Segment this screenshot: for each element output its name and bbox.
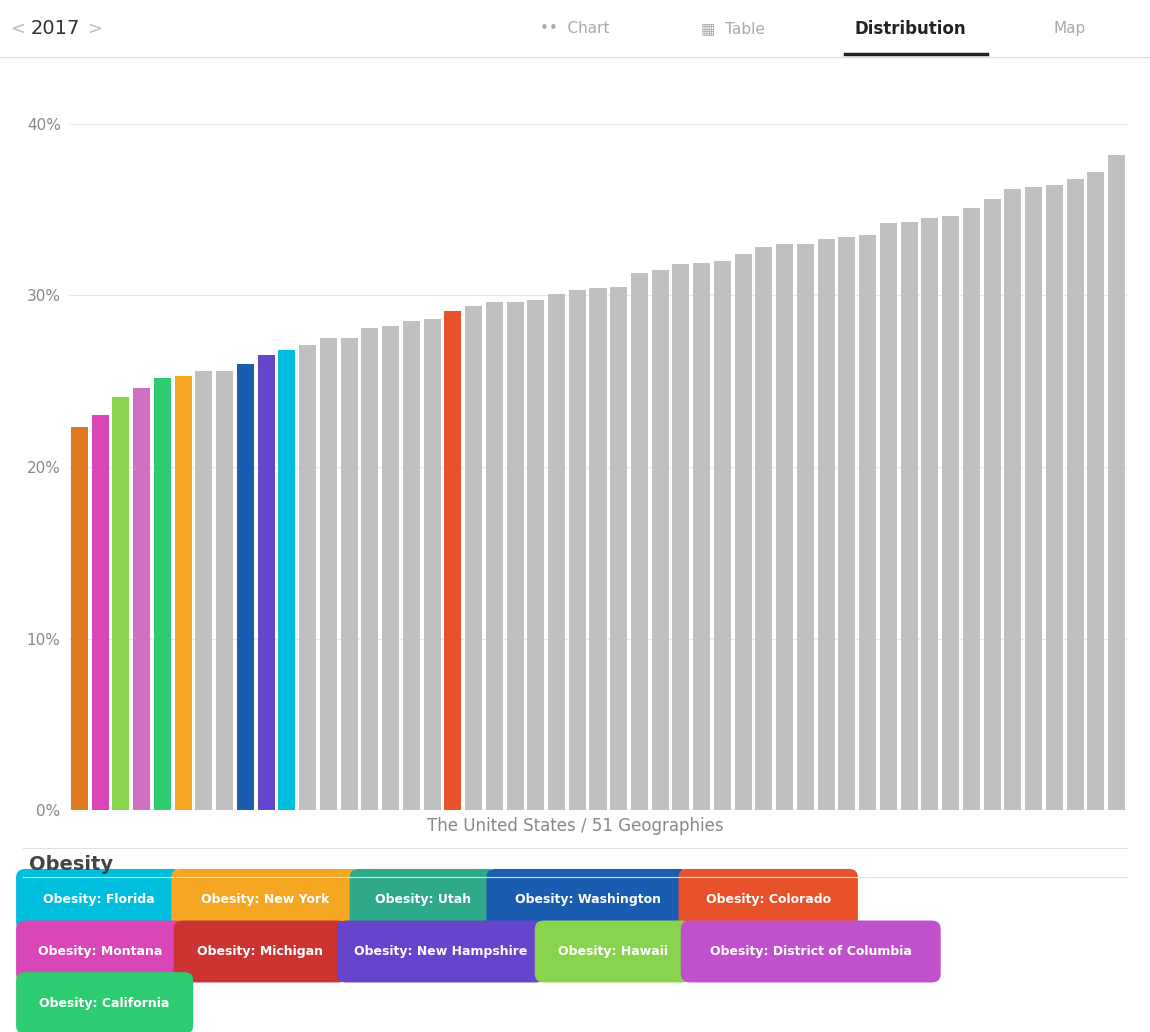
Text: Obesity: New York: Obesity: New York	[201, 894, 330, 906]
Bar	[652, 269, 669, 810]
Bar	[735, 254, 752, 810]
Text: Obesity: Hawaii: Obesity: Hawaii	[558, 945, 668, 958]
Bar	[444, 311, 461, 810]
Text: ▦  Table: ▦ Table	[700, 22, 765, 36]
Text: Obesity: Michigan: Obesity: Michigan	[198, 945, 323, 958]
Text: >: >	[86, 20, 102, 38]
Bar	[485, 302, 503, 810]
Bar	[673, 264, 690, 810]
Bar	[423, 319, 440, 810]
Bar	[569, 290, 585, 810]
Text: Obesity: Florida: Obesity: Florida	[43, 894, 155, 906]
Bar	[900, 222, 918, 810]
Text: Obesity: Colorado: Obesity: Colorado	[706, 894, 830, 906]
Bar	[611, 287, 627, 810]
Bar	[382, 326, 399, 810]
Bar	[921, 218, 938, 810]
Text: Obesity: Obesity	[29, 856, 113, 874]
Bar	[113, 396, 129, 810]
Bar	[527, 300, 544, 810]
Bar	[402, 321, 420, 810]
Bar	[320, 338, 337, 810]
Bar	[237, 364, 254, 810]
Bar	[1109, 155, 1125, 810]
Text: Obesity: Washington: Obesity: Washington	[515, 894, 660, 906]
Bar	[71, 427, 87, 810]
Bar	[361, 328, 378, 810]
Text: <: <	[9, 20, 25, 38]
Bar	[1045, 186, 1063, 810]
Bar	[278, 350, 296, 810]
Text: The United States / 51 Geographies: The United States / 51 Geographies	[427, 816, 723, 835]
Bar	[506, 302, 523, 810]
Bar	[154, 378, 171, 810]
Bar	[963, 207, 980, 810]
Bar	[756, 248, 773, 810]
Text: ••  Chart: •• Chart	[540, 22, 610, 36]
Text: Obesity: Utah: Obesity: Utah	[375, 894, 472, 906]
Bar	[942, 217, 959, 810]
Bar	[196, 370, 213, 810]
Bar	[299, 345, 316, 810]
Bar	[818, 238, 835, 810]
Bar	[258, 355, 275, 810]
Bar	[175, 376, 192, 810]
Bar	[1088, 171, 1104, 810]
Bar	[693, 263, 711, 810]
Bar	[714, 261, 731, 810]
Bar	[776, 244, 793, 810]
Bar	[880, 223, 897, 810]
Bar	[983, 199, 1000, 810]
Bar	[797, 244, 814, 810]
Bar	[549, 293, 565, 810]
Bar	[1004, 189, 1021, 810]
Text: 2017: 2017	[31, 20, 79, 38]
Bar	[859, 235, 876, 810]
Bar	[216, 370, 233, 810]
Text: Distribution: Distribution	[854, 20, 967, 38]
Text: Obesity: Montana: Obesity: Montana	[38, 945, 162, 958]
Bar	[92, 416, 108, 810]
Text: Map: Map	[1053, 22, 1086, 36]
Text: Obesity: New Hampshire: Obesity: New Hampshire	[354, 945, 528, 958]
Bar	[838, 237, 856, 810]
Bar	[590, 289, 606, 810]
Text: Obesity: District of Columbia: Obesity: District of Columbia	[710, 945, 912, 958]
Bar	[340, 338, 358, 810]
Bar	[133, 388, 151, 810]
Bar	[1067, 179, 1083, 810]
Bar	[1025, 187, 1042, 810]
Bar	[465, 305, 482, 810]
Text: Obesity: California: Obesity: California	[39, 997, 170, 1009]
Bar	[631, 273, 647, 810]
